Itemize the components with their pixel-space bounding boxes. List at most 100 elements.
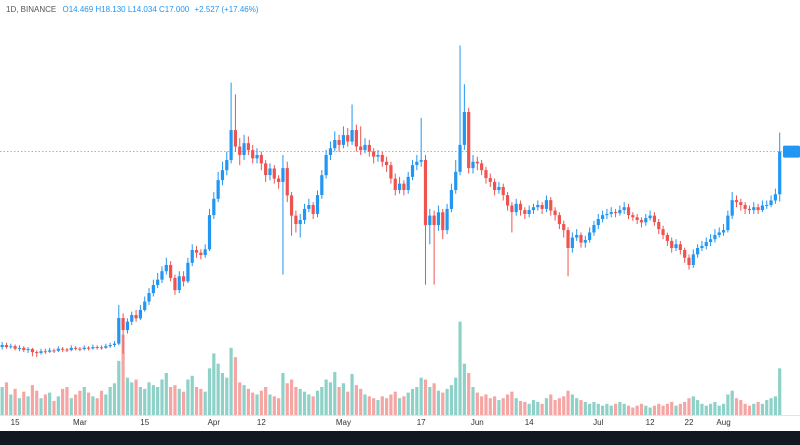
candle-body [56, 348, 60, 351]
candle-body [778, 151, 782, 195]
volume-bar [639, 403, 644, 415]
volume-bar [4, 382, 9, 415]
candle-body [691, 254, 695, 265]
candle-body [713, 235, 717, 240]
volume-bar [579, 400, 583, 415]
volume-bar [527, 403, 531, 415]
volume-bar [65, 387, 69, 415]
volume-bar [177, 388, 181, 415]
header: 1D, BINANCE O14.469 H18.130 L14.034 C17.… [6, 5, 259, 14]
volume-bar [562, 396, 566, 415]
candle-body [108, 345, 112, 347]
candle-body [277, 178, 281, 182]
volume-bar [91, 396, 95, 415]
candle-body [769, 200, 773, 206]
candle-body [341, 135, 346, 145]
candle-body [69, 347, 73, 351]
volume-bar [428, 387, 432, 415]
volume-bar [657, 403, 661, 415]
volume-bar [125, 377, 130, 415]
volume-bar [583, 401, 587, 415]
volume-bar [56, 396, 60, 415]
volume-bar [143, 388, 147, 415]
volume-bar [112, 383, 117, 415]
candle-body [423, 160, 428, 226]
volume-bar [225, 377, 229, 415]
candle-body [112, 343, 117, 346]
volume-bar [35, 390, 39, 415]
candle-body [523, 210, 527, 214]
volume-bar [760, 403, 765, 415]
volume-bar [216, 363, 220, 415]
candle-body [43, 351, 47, 353]
volume-bar [207, 368, 212, 415]
volume-bar [147, 382, 151, 415]
candle-body [13, 346, 17, 349]
volume-bar [505, 394, 510, 415]
candle-body [225, 160, 229, 171]
candle-body [596, 219, 600, 226]
x-tick-label: May [336, 418, 351, 427]
candle-body [372, 151, 376, 157]
volume-bar [458, 321, 462, 415]
candle-body [514, 203, 518, 213]
candle-body [631, 215, 635, 218]
volume-bar [510, 391, 514, 415]
candle-body [484, 170, 488, 179]
volume-bar [99, 390, 104, 415]
volume-bar [380, 396, 384, 415]
candle-body [259, 154, 263, 164]
candle-body [203, 249, 207, 256]
candle-body [359, 146, 363, 151]
volume-bar [557, 398, 561, 415]
candle-body [683, 249, 687, 258]
candle-body [199, 252, 203, 256]
candle-body [505, 195, 510, 206]
volume-bar [251, 392, 255, 415]
volume-bar [696, 400, 700, 415]
volume-bar [238, 382, 242, 415]
volume-bar [708, 403, 713, 415]
volume-bar [285, 383, 289, 415]
volume-bar [69, 398, 73, 415]
volume-bar [674, 405, 678, 415]
header-ohlc: O14.469 H18.130 L14.034 C17.000 [62, 5, 189, 14]
candle-body [229, 130, 233, 161]
volume-bar [39, 398, 43, 415]
candle-body [765, 205, 769, 207]
volume-bar [389, 394, 393, 415]
volume-bar [259, 390, 263, 415]
candle-body [320, 175, 324, 196]
volume-bar [661, 405, 665, 415]
candle-body [177, 276, 181, 291]
volume-bar [501, 398, 505, 415]
volume-bar [531, 400, 536, 415]
volume-bar [160, 379, 164, 415]
volume-bar [743, 403, 747, 415]
volume-bar [315, 390, 320, 415]
candle-body [743, 205, 747, 209]
candle-body [251, 150, 255, 159]
volume-bar [350, 373, 354, 415]
candle-body [622, 207, 626, 211]
volume-bar [229, 347, 233, 415]
volume-bar [454, 377, 458, 415]
x-tick-label: 22 [685, 418, 694, 427]
volume-bar [631, 407, 635, 415]
candle-body [294, 215, 298, 225]
volume-bar [61, 388, 65, 415]
volume-bar [415, 387, 419, 415]
candle-body [389, 165, 393, 179]
candle-body [311, 205, 315, 214]
candle-body [739, 202, 743, 206]
volume-bar [484, 394, 488, 415]
candle-body [471, 161, 475, 169]
volume-pane [0, 321, 782, 415]
volume-bar [665, 403, 669, 415]
volume-bar [354, 385, 358, 415]
volume-bar [298, 388, 302, 415]
volume-bar [462, 363, 466, 415]
candle-body [665, 235, 669, 241]
candle-body [549, 200, 553, 211]
candle-body [467, 112, 471, 169]
